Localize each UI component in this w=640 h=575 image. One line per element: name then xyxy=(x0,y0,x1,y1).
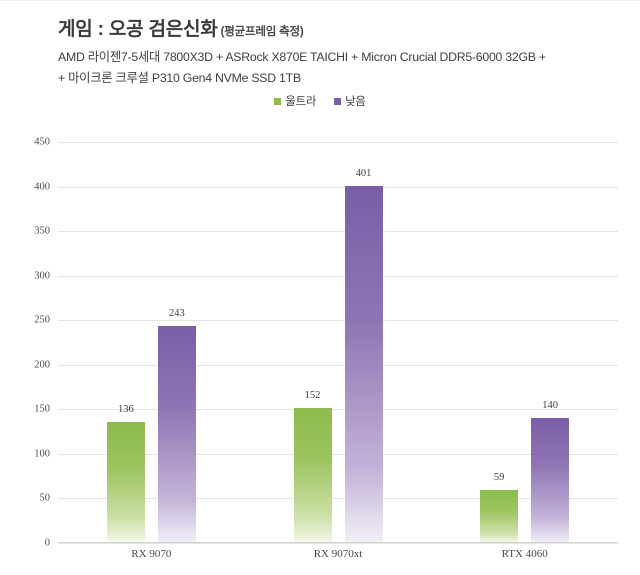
bar-ultra[interactable]: 136 xyxy=(106,404,145,543)
gridline xyxy=(58,364,618,366)
bar-group: 136 243 xyxy=(58,142,245,543)
bar-ultra[interactable]: 152 xyxy=(293,390,332,543)
y-axis-tick-label: 200 xyxy=(34,359,50,371)
bar-value-label: 136 xyxy=(117,403,134,415)
gridline xyxy=(58,142,618,143)
y-axis-tick-label: 150 xyxy=(34,403,50,415)
legend-item-ultra[interactable]: 울트라 xyxy=(274,93,316,109)
y-axis-tick-label: 250 xyxy=(34,314,50,326)
y-axis-tick-label: 350 xyxy=(34,225,50,237)
bar-set: 136 243 xyxy=(58,142,245,543)
gridline xyxy=(58,231,618,233)
subtitle-line-2: + 마이크론 크루셜 P310 Gen4 NVMe SSD 1TB xyxy=(58,70,301,85)
gridline xyxy=(58,498,618,500)
chart-header: 게임 : 오공 검은신화 (평균프레임 측정) AMD 라이젠7-5세대 7800… xyxy=(58,17,618,88)
bar-groups: 136 243 152 401 59 140 xyxy=(58,142,618,543)
x-axis-category-label: RX 9070xt xyxy=(313,548,363,560)
x-axis-category-label: RX 9070 xyxy=(131,548,172,560)
y-axis-tick-label: 50 xyxy=(39,492,51,504)
title-note-text: (평균프레임 측정) xyxy=(220,26,304,38)
bar-value-label: 152 xyxy=(304,389,321,401)
bar-set: 152 401 xyxy=(245,142,432,543)
bar-group: 59 140 xyxy=(431,142,618,543)
bar-set: 59 140 xyxy=(431,142,618,543)
bar-value-label: 401 xyxy=(355,167,372,179)
bar-group: 152 401 xyxy=(245,142,432,543)
legend-label-low: 낮음 xyxy=(345,96,366,108)
y-axis-tick-label: 0 xyxy=(44,537,50,549)
bar-value-label: 243 xyxy=(168,308,185,320)
gridline xyxy=(58,320,618,322)
x-axis-line xyxy=(58,542,618,543)
page-title: 게임 : 오공 검은신화 (평균프레임 측정) xyxy=(58,17,618,43)
bar-ultra[interactable]: 59 xyxy=(480,472,519,543)
y-axis-tick-label: 300 xyxy=(34,270,50,282)
title-main-text: 게임 : 오공 검은신화 xyxy=(58,19,218,40)
gridline xyxy=(58,409,618,411)
x-axis-labels: RX 9070 RX 9070xt RTX 4060 xyxy=(58,548,618,560)
y-axis-tick-label: 450 xyxy=(34,136,50,148)
gridline xyxy=(58,186,618,188)
bar-value-label: 59 xyxy=(493,472,505,484)
bar-low[interactable]: 140 xyxy=(531,400,570,543)
legend-swatch-ultra xyxy=(274,97,282,105)
legend-swatch-low xyxy=(334,97,342,105)
bar-value-label: 140 xyxy=(542,400,559,412)
y-axis-tick-label: 100 xyxy=(34,448,50,460)
y-axis-tick-label: 400 xyxy=(34,181,50,193)
gridline xyxy=(58,453,618,455)
subtitle-line-1: AMD 라이젠7-5세대 7800X3D + ASRock X870E TAIC… xyxy=(58,49,546,64)
bar-low[interactable]: 243 xyxy=(157,308,196,543)
chart-legend: 울트라 낮음 xyxy=(0,93,640,109)
x-axis-category-label: RTX 4060 xyxy=(501,548,548,560)
plot-area: 450 400 350 300 250 200 150 100 50 0 136 243 152 401… xyxy=(34,137,618,549)
legend-item-low[interactable]: 낮음 xyxy=(334,93,366,109)
gridline xyxy=(58,275,618,277)
bar-low[interactable]: 401 xyxy=(344,168,383,543)
legend-label-ultra: 울트라 xyxy=(285,96,317,108)
gridline xyxy=(58,543,618,544)
